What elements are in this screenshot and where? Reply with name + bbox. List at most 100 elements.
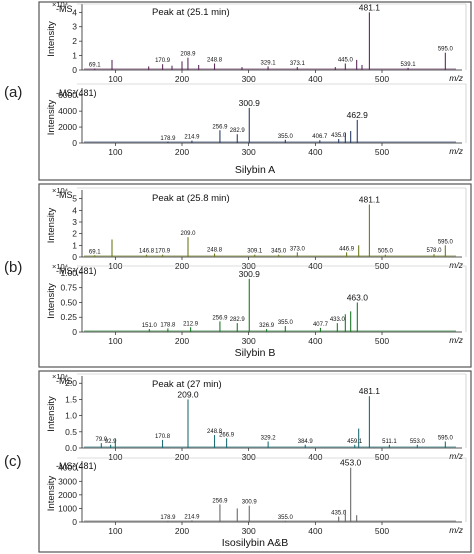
x-axis-label: m/z [449, 260, 463, 270]
y-multiplier-label: ×10⁴ [52, 186, 68, 195]
y-tick-label: 2 [72, 36, 77, 46]
x-tick-label: 100 [108, 452, 122, 462]
peak-label: 481.1 [359, 386, 381, 396]
peak-label: 578.0 [426, 248, 442, 254]
x-axis-label: m/z [449, 146, 463, 156]
y-axis-label: Intensity [46, 21, 57, 57]
peak-label: 248.8 [207, 429, 223, 435]
peak-label: 407.7 [313, 322, 329, 328]
y-tick-label: 0.25 [60, 312, 77, 322]
compound-name: Silybin A [235, 164, 275, 176]
panel-b: (b) Silybin B 0 12 3 45 100 200 300 400 500 Intensi… [4, 183, 472, 368]
scan-mode-label: -MS²(481) [56, 461, 97, 471]
peak-label: 481.1 [359, 2, 381, 12]
y-axis-label: Intensity [46, 283, 57, 319]
peak-label: 459.1 [347, 439, 363, 445]
peak-label: 300.9 [239, 269, 261, 279]
peak-label: 256.9 [212, 498, 228, 504]
x-tick-label: 500 [375, 526, 389, 536]
x-tick-label: 200 [175, 74, 189, 84]
x-axis-label: m/z [449, 335, 463, 345]
y-tick-label: 3 [72, 217, 77, 227]
retention-time-label: Peak at (25.8 min) [152, 193, 230, 204]
y-tick-label: 3000 [58, 476, 77, 486]
scan-mode-label: -MS²(481) [56, 266, 97, 276]
panel-border [38, 370, 472, 553]
x-tick-label: 400 [308, 452, 322, 462]
x-tick-label: 500 [375, 147, 389, 157]
y-axis-label: Intensity [46, 208, 57, 244]
compound-name: Silybin B [235, 347, 276, 359]
y-axis-label: Intensity [46, 476, 57, 512]
y-multiplier-label: ×10⁴ [52, 262, 68, 271]
peak-label: 433.0 [330, 317, 346, 323]
peak-label: 69.1 [89, 63, 101, 69]
peak-label: 309.1 [247, 249, 263, 255]
y-tick-label: 0 [72, 252, 77, 262]
peak-label: 151.0 [142, 323, 158, 329]
x-tick-label: 500 [375, 452, 389, 462]
spectrum-ms2: 0 2000 4000 6000 100 200 300 400 500 Intensity m/z… [46, 83, 467, 157]
peak-label: 511.1 [382, 439, 397, 445]
peak-label: 170.9 [155, 58, 171, 64]
panel-border [38, 1, 472, 181]
peak-label: 406.7 [312, 134, 328, 140]
y-tick-label: 2.0 [65, 378, 77, 388]
peak-label: 170.9 [155, 249, 171, 255]
x-tick-label: 400 [308, 74, 322, 84]
y-tick-label: 4000 [58, 463, 77, 473]
y-tick-label: 3 [72, 22, 77, 32]
y-multiplier-label: ×10⁴ [52, 372, 68, 381]
peak-label: 463.0 [347, 292, 369, 302]
panel-label: (a) [4, 84, 22, 101]
peak-label: 178.9 [160, 515, 176, 521]
x-tick-label: 300 [242, 147, 256, 157]
y-multiplier-label: ×10⁴ [52, 0, 68, 9]
peak-label: 282.9 [230, 317, 246, 323]
panel-a: (a) Silybin A 0 1 2 3 4 100 200 300 400 500 Intensit… [4, 0, 472, 181]
y-tick-label: 4 [72, 7, 77, 17]
y-tick-label: 1 [72, 240, 77, 250]
y-axis-label: Intensity [46, 100, 57, 136]
peak-label: 79.0 [95, 437, 107, 443]
peak-label: 248.8 [207, 248, 223, 254]
peak-label: 481.1 [359, 195, 381, 205]
x-tick-label: 400 [308, 147, 322, 157]
x-tick-label: 100 [108, 74, 122, 84]
peak-label: 170.8 [155, 434, 171, 440]
scan-mode-label: -MS [56, 4, 73, 14]
peak-label: 345.0 [271, 249, 287, 255]
spectrum-ms2: 0 1000 2000 3000 4000 100 200 300 400 500 Intensit… [46, 457, 467, 536]
scan-mode-label: -MS [56, 376, 73, 386]
y-tick-label: 1.00 [60, 268, 77, 278]
peak-label: 248.8 [207, 58, 223, 64]
peak-label: 208.9 [180, 52, 196, 58]
x-tick-label: 400 [308, 526, 322, 536]
x-tick-label: 500 [375, 336, 389, 346]
x-tick-label: 300 [242, 452, 256, 462]
y-tick-label: 4000 [58, 106, 77, 116]
peak-label: 214.9 [184, 135, 200, 141]
peak-label: 212.9 [183, 321, 199, 327]
x-axis-label: m/z [449, 73, 463, 83]
peak-label: 209.0 [180, 231, 196, 237]
x-tick-label: 200 [175, 452, 189, 462]
peak-label: 178.9 [160, 136, 176, 142]
y-tick-label: 0 [72, 65, 77, 75]
y-axis-label: Intensity [46, 396, 57, 432]
y-tick-label: 2000 [58, 122, 77, 132]
peak-label: 326.9 [259, 323, 275, 329]
x-tick-label: 500 [375, 74, 389, 84]
y-tick-label: 0.5 [65, 427, 77, 437]
y-tick-label: 5 [72, 194, 77, 204]
y-tick-label: 0.75 [60, 283, 77, 293]
peak-label: 355.0 [278, 134, 294, 140]
peak-label: 373.1 [290, 61, 306, 67]
peak-label: 256.9 [212, 124, 228, 130]
y-tick-label: 0.50 [60, 297, 77, 307]
panel-label: (b) [4, 259, 22, 276]
spectrum-ms2: 0 0.25 0.50 0.75 1.00 100 200 300 400 500 Intensit… [46, 262, 467, 346]
y-tick-label: 1000 [58, 503, 77, 513]
peak-label: 453.0 [340, 458, 362, 468]
